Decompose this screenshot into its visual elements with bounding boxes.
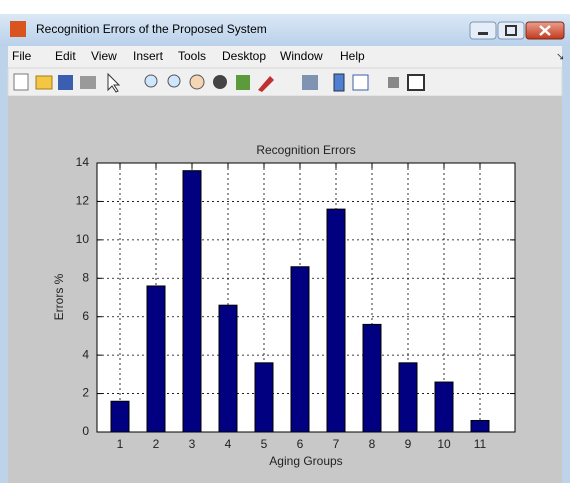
x-axis-label: Aging Groups <box>269 454 342 468</box>
backdrop <box>0 0 570 14</box>
menu-items: File Edit View Insert Tools Desktop Window Help <box>12 49 365 63</box>
print-icon[interactable] <box>80 76 96 89</box>
new-icon[interactable] <box>13 73 29 91</box>
toolbar-icons <box>13 72 425 93</box>
bar <box>398 362 418 433</box>
pointer-icon[interactable] <box>107 72 121 93</box>
menu-arrow: ↘ <box>556 52 564 63</box>
app-icon <box>10 21 26 37</box>
bar <box>182 170 202 433</box>
menu-item[interactable]: Window <box>280 49 323 63</box>
y-tick-label: 8 <box>82 270 89 284</box>
y-tick-label: 12 <box>76 194 90 208</box>
y-tick-label: 6 <box>82 309 89 323</box>
bar <box>362 323 382 433</box>
menu-item[interactable]: Edit <box>55 49 76 63</box>
bar <box>470 419 490 433</box>
y-tick-label: 4 <box>82 347 89 361</box>
x-tick-label: 2 <box>153 437 160 451</box>
bar <box>146 285 166 433</box>
axes-box <box>96 162 516 433</box>
x-tick-label: 10 <box>437 437 451 451</box>
close-glyph <box>539 25 551 36</box>
y-axis-label: Errors % <box>52 273 66 320</box>
chart-title: Recognition Errors <box>256 143 355 157</box>
minimize-glyph <box>478 32 488 35</box>
maximize-glyph <box>505 25 517 36</box>
menu-item[interactable]: Insert <box>133 49 164 63</box>
y-tick-label: 14 <box>76 155 90 169</box>
open-icon[interactable] <box>35 75 53 90</box>
window-title: Recognition Errors of the Proposed Syste… <box>36 22 267 36</box>
bar <box>434 381 454 433</box>
menu-bar <box>8 46 562 68</box>
y-tick-label: 2 <box>82 386 89 400</box>
x-tick-label: 7 <box>333 437 340 451</box>
x-tick-label: 11 <box>474 437 487 451</box>
brush-icon[interactable] <box>258 76 274 92</box>
y-tick-label: 0 <box>82 424 89 438</box>
hide-tools-icon[interactable] <box>388 77 399 88</box>
menu-item[interactable]: Tools <box>178 49 206 63</box>
zoom-in-icon[interactable] <box>144 74 158 88</box>
dock-icon[interactable] <box>407 74 425 91</box>
save-icon[interactable] <box>58 75 73 90</box>
rotate-icon[interactable] <box>213 75 227 89</box>
x-tick-label: 4 <box>225 437 232 451</box>
menu-item[interactable]: Help <box>340 49 365 63</box>
bar <box>254 362 274 433</box>
x-tick-label: 3 <box>189 437 196 451</box>
x-tick-label: 8 <box>369 437 376 451</box>
bar <box>326 208 346 433</box>
maximize-button[interactable] <box>497 21 525 40</box>
bar <box>290 266 310 433</box>
x-tick-label: 1 <box>117 437 124 451</box>
toolbar <box>7 67 563 97</box>
menu-item[interactable]: File <box>12 49 32 63</box>
bar <box>110 400 130 433</box>
minimize-button[interactable] <box>469 21 497 40</box>
bar <box>218 304 238 433</box>
legend-icon[interactable] <box>352 74 369 91</box>
pan-icon[interactable] <box>189 74 205 90</box>
colorbar-icon[interactable] <box>333 73 345 92</box>
x-tick-label: 9 <box>405 437 412 451</box>
y-tick-label: 10 <box>76 232 90 246</box>
datacursor-icon[interactable] <box>236 75 250 90</box>
link-icon[interactable] <box>302 75 318 90</box>
x-tick-label: 6 <box>297 437 304 451</box>
x-tick-label: 5 <box>261 437 268 451</box>
menu-item[interactable]: Desktop <box>222 49 266 63</box>
zoom-out-icon[interactable] <box>167 74 181 88</box>
menu-item[interactable]: View <box>91 49 117 63</box>
